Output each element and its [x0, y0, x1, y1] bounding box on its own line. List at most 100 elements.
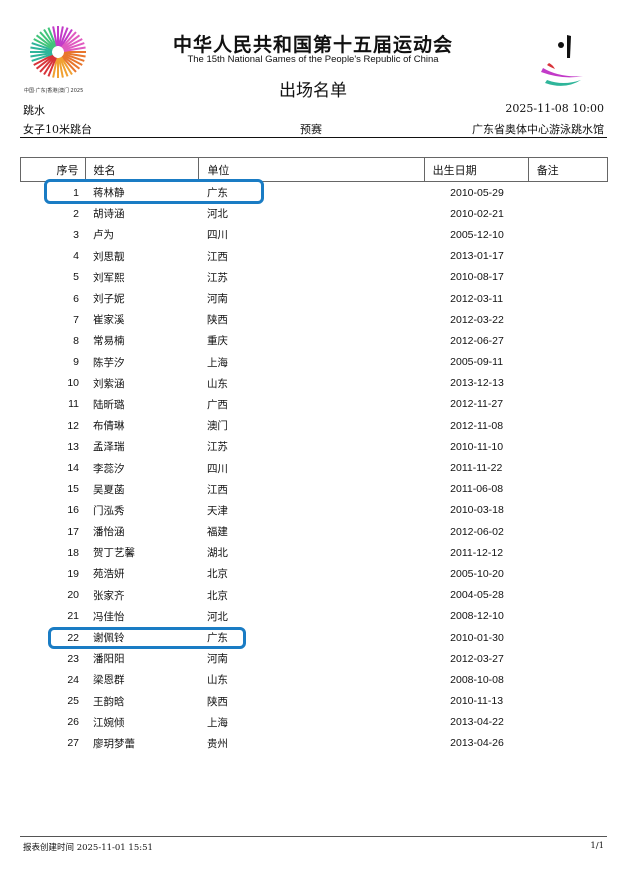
- row-number: 15: [67, 483, 79, 496]
- team: 江西: [206, 483, 228, 496]
- birth-date: 2010-11-10: [450, 440, 504, 453]
- remarks: [528, 436, 607, 457]
- event-datetime: 2025-11-08 10:00: [505, 102, 604, 115]
- birth-date: 2013-01-17: [450, 250, 504, 263]
- logo-ray: [33, 54, 54, 66]
- table-row: 13 孟泽瑞 江苏 2010-11-10: [21, 436, 608, 457]
- team: 河南: [206, 293, 228, 306]
- team: 江苏: [206, 271, 228, 284]
- remarks: [528, 457, 607, 478]
- birth-date: 2013-12-13: [450, 377, 504, 390]
- birth-date: 2010-05-29: [450, 186, 504, 199]
- birth-date: 2011-06-08: [450, 483, 504, 496]
- table-row: 26 江婉倾 上海 2013-04-22: [21, 712, 608, 733]
- table-row: 22 谢佩铃 广东 2010-01-30: [21, 627, 608, 648]
- athlete-name: 陈芋汐: [93, 356, 125, 369]
- team: 陕西: [206, 695, 228, 708]
- remarks: [528, 224, 607, 245]
- birth-date: 2011-11-22: [450, 462, 503, 475]
- birth-date: 2013-04-22: [450, 716, 504, 729]
- athlete-name: 布倩琳: [93, 420, 125, 433]
- team: 江西: [206, 250, 228, 263]
- athlete-name: 苑浩妍: [93, 568, 125, 581]
- games-title-en: The 15th National Games of the People's …: [187, 54, 439, 65]
- footer-divider: [20, 836, 607, 837]
- athlete-name: 冯佳怡: [93, 610, 125, 623]
- birth-date: 2012-03-22: [450, 313, 504, 326]
- venue: 广东省奥体中心游泳跳水馆: [472, 123, 604, 136]
- athlete-name: 刘思靓: [93, 250, 125, 263]
- table-row: 8 常易楠 重庆 2012-06-27: [21, 330, 608, 351]
- highlight-box-row-1: [44, 179, 264, 204]
- athlete-name: 卢为: [93, 229, 114, 242]
- table-row: 2 胡诗涵 河北 2010-02-21: [21, 203, 608, 224]
- row-number: 7: [73, 313, 79, 326]
- athlete-name: 胡诗涵: [93, 208, 125, 221]
- row-number: 16: [67, 504, 79, 517]
- birth-date: 2012-11-27: [450, 398, 504, 411]
- table-row: 4 刘思靓 江西 2013-01-17: [21, 246, 608, 267]
- birth-date: 2010-02-21: [450, 207, 504, 220]
- row-number: 3: [73, 228, 79, 241]
- remarks: [528, 415, 607, 436]
- birth-date: 2011-12-12: [450, 546, 504, 559]
- row-number: 19: [67, 567, 79, 580]
- start-list-table: 序号 姓名 单位 出生日期 备注 1 蒋林静 广东 2010-05-29 2 胡诗涵 河北 2010-…: [20, 157, 609, 754]
- athlete-name: 潘阳阳: [93, 653, 125, 666]
- logo-ray: [62, 38, 83, 50]
- table-row: 3 卢为 四川 2005-12-10: [21, 224, 608, 245]
- table-row: 11 陆昕璐 广西 2012-11-27: [21, 394, 608, 415]
- team: 山东: [206, 674, 228, 687]
- athlete-name: 梁恩群: [93, 674, 125, 687]
- team: 四川: [206, 462, 228, 475]
- table-row: 10 刘紫涵 山东 2013-12-13: [21, 373, 608, 394]
- row-number: 1: [73, 186, 79, 199]
- logo-ray: [35, 34, 55, 49]
- logo-ray: [63, 53, 85, 62]
- table-row: 16 门泓秀 天津 2010-03-18: [21, 500, 608, 521]
- table-row: 24 梁恩群 山东 2008-10-08: [21, 669, 608, 690]
- table-row: 21 冯佳怡 河北 2008-12-10: [21, 606, 608, 627]
- logo-ray: [31, 42, 53, 51]
- team: 澳门: [206, 420, 228, 433]
- team: 上海: [206, 716, 228, 729]
- row-number: 21: [67, 610, 79, 623]
- team: 北京: [206, 589, 228, 602]
- logo-ray: [60, 28, 73, 48]
- logo-ray: [61, 55, 77, 73]
- logo-ray: [33, 38, 54, 50]
- logo-ray: [43, 56, 56, 76]
- games-title-cn: 中华人民共和国第十五届运动会: [172, 34, 453, 56]
- logo-ray: [59, 57, 69, 77]
- team: 广东: [206, 187, 228, 200]
- row-number: 27: [67, 737, 79, 750]
- column-header: 备注: [527, 157, 609, 182]
- birth-date: 2010-03-18: [450, 504, 504, 517]
- row-number: 4: [73, 250, 79, 263]
- remarks: [528, 352, 607, 373]
- highlight-box-row-22: [48, 627, 246, 649]
- row-number: 17: [67, 525, 79, 538]
- athlete-name: 贺丁艺馨: [93, 547, 135, 560]
- birth-date: 2012-03-27: [450, 652, 504, 665]
- row-number: 11: [68, 398, 79, 411]
- logo-ray: [63, 46, 86, 52]
- remarks: [528, 500, 607, 521]
- table-row: 20 张家齐 北京 2004-05-28: [21, 585, 608, 606]
- table-row: 27 廖玥梦蕾 贵州 2013-04-26: [21, 733, 608, 754]
- table-row: 14 李蕊汐 四川 2011-11-22: [21, 457, 608, 478]
- row-number: 9: [73, 356, 79, 369]
- table-row: 12 布倩琳 澳门 2012-11-08: [21, 415, 608, 436]
- logo-ray: [61, 34, 81, 49]
- row-number: 14: [67, 462, 79, 475]
- athlete-name: 谢佩铃: [93, 632, 125, 645]
- athlete-name: 廖玥梦蕾: [93, 737, 135, 750]
- remarks: [528, 606, 607, 627]
- remarks: [528, 627, 607, 648]
- logo-ray: [30, 46, 53, 52]
- remarks: [528, 691, 607, 712]
- logo-ray: [43, 28, 56, 48]
- national-games-logo: 中国·广东|香港|澳门 2025: [24, 26, 86, 94]
- birth-date: 2005-12-10: [450, 228, 504, 241]
- birth-date: 2005-10-20: [450, 567, 504, 580]
